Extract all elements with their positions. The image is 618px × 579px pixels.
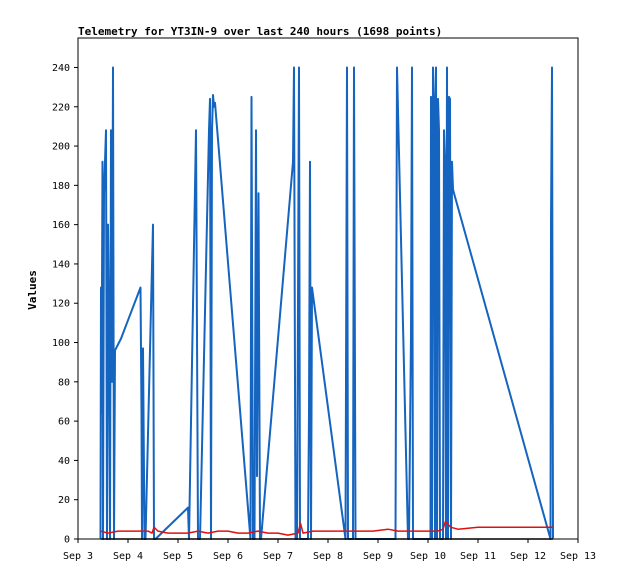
- chart-title: Telemetry for YT3IN-9 over last 240 hour…: [78, 25, 442, 38]
- series-line-red: [100, 520, 553, 536]
- x-tick-label: Sep 3: [63, 551, 93, 562]
- plot-frame: [77, 37, 579, 540]
- y-tick-label: 220: [52, 102, 70, 113]
- x-tick-label: Sep 12: [510, 551, 546, 562]
- y-tick-label: 0: [64, 535, 70, 546]
- y-tick-label: 240: [52, 63, 70, 74]
- y-tick-label: 120: [52, 299, 70, 310]
- x-tick-label: Sep 6: [213, 551, 243, 562]
- x-tick-label: Sep 4: [113, 551, 143, 562]
- x-tick-label: Sep 8: [313, 551, 343, 562]
- y-tick-label: 160: [52, 220, 70, 231]
- x-axis: Sep 3 Sep 4 Sep 5 Sep 6 Sep 7 Sep 8 Sep 9 Sep 1…: [63, 539, 596, 562]
- y-axis: 0 20 40 60 80 100 120 140 160 180 200 220 240: [52, 63, 78, 546]
- y-tick-label: 60: [58, 417, 70, 428]
- y-tick-label: 100: [52, 338, 70, 349]
- y-tick-label: 80: [58, 377, 70, 388]
- y-tick-label: 180: [52, 181, 70, 192]
- x-tick-label: Sep 11: [460, 551, 496, 562]
- x-tick-label: Sep 5: [163, 551, 193, 562]
- x-tick-label: Sep 9: [363, 551, 393, 562]
- y-tick-label: 200: [52, 142, 70, 153]
- y-axis-label: Values: [26, 270, 39, 310]
- x-tick-label: Sep 10: [410, 551, 446, 562]
- y-tick-label: 140: [52, 259, 70, 270]
- y-tick-label: 40: [58, 456, 70, 467]
- x-tick-label: Sep 13: [560, 551, 596, 562]
- x-tick-label: Sep 7: [263, 551, 293, 562]
- y-tick-label: 20: [58, 495, 70, 506]
